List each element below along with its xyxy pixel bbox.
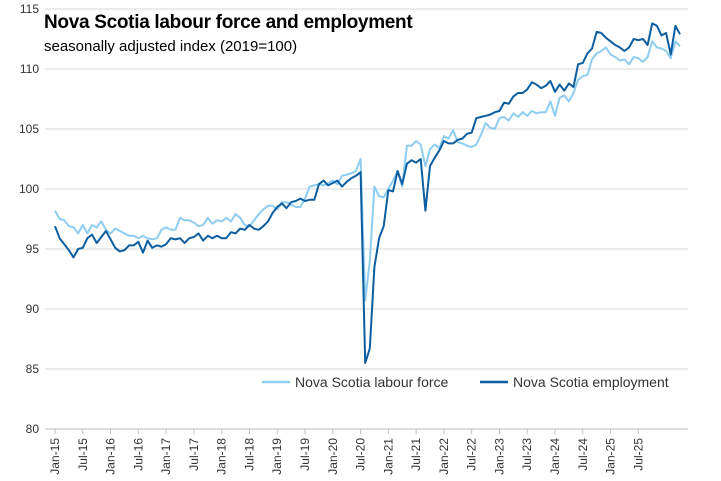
- x-tick-label: Jan-25: [604, 438, 618, 475]
- y-tick-label: 110: [20, 62, 39, 76]
- chart-subtitle: seasonally adjusted index (2019=100): [44, 38, 298, 55]
- x-tick-label: Jan-23: [492, 438, 506, 475]
- x-tick-label: Jan-24: [548, 438, 562, 475]
- x-tick-label: Jul-17: [187, 438, 201, 471]
- x-tick-label: Jan-15: [48, 438, 62, 475]
- y-tick-label: 90: [26, 302, 40, 316]
- y-tick-label: 105: [19, 122, 39, 136]
- legend-label: Nova Scotia labour force: [295, 374, 449, 390]
- y-axis-ticks: 80 85 90 95 100 105 110 115: [19, 2, 39, 436]
- y-tick-label: 115: [20, 2, 39, 16]
- series-line-employment: [54, 22, 681, 364]
- x-tick-label: Jan-18: [215, 438, 229, 475]
- x-tick-label: Jan-19: [270, 438, 284, 475]
- x-tick-label: Jul-23: [520, 438, 534, 471]
- x-tick-label: Jul-22: [465, 438, 479, 471]
- x-tick-label: Jan-21: [381, 438, 395, 475]
- series-line-labour-force: [54, 40, 681, 302]
- y-tick-label: 85: [26, 362, 40, 376]
- x-tick-label: Jan-16: [104, 438, 118, 475]
- y-tick-label: 80: [26, 422, 40, 436]
- series-lines: [54, 22, 681, 364]
- x-tick-label: Jul-21: [409, 438, 423, 471]
- x-tick-label: Jan-22: [437, 438, 451, 475]
- legend-label: Nova Scotia employment: [513, 374, 669, 390]
- x-tick-label: Jul-18: [242, 438, 256, 471]
- x-tick-label: Jul-24: [576, 438, 590, 471]
- x-tick-label: Jul-16: [131, 438, 145, 471]
- x-tick-label: Jan-20: [326, 438, 340, 475]
- y-tick-label: 95: [26, 242, 40, 256]
- x-tick-label: Jul-25: [631, 438, 645, 471]
- x-tick-label: Jan-17: [159, 438, 173, 475]
- x-tick-label: Jul-19: [298, 438, 312, 471]
- x-axis-ticks: Jan-15 Jul-15 Jan-16 Jul-16 Jan-17 Jul-17 Jan-…: [48, 429, 645, 475]
- chart-title: Nova Scotia labour force and employment: [44, 12, 413, 33]
- x-tick-label: Jul-15: [76, 438, 90, 471]
- legend: Nova Scotia labour force Nova Scotia empl…: [262, 374, 669, 390]
- x-tick-label: Jul-20: [354, 438, 368, 471]
- gridlines: [45, 8, 688, 430]
- y-tick-label: 100: [19, 182, 39, 196]
